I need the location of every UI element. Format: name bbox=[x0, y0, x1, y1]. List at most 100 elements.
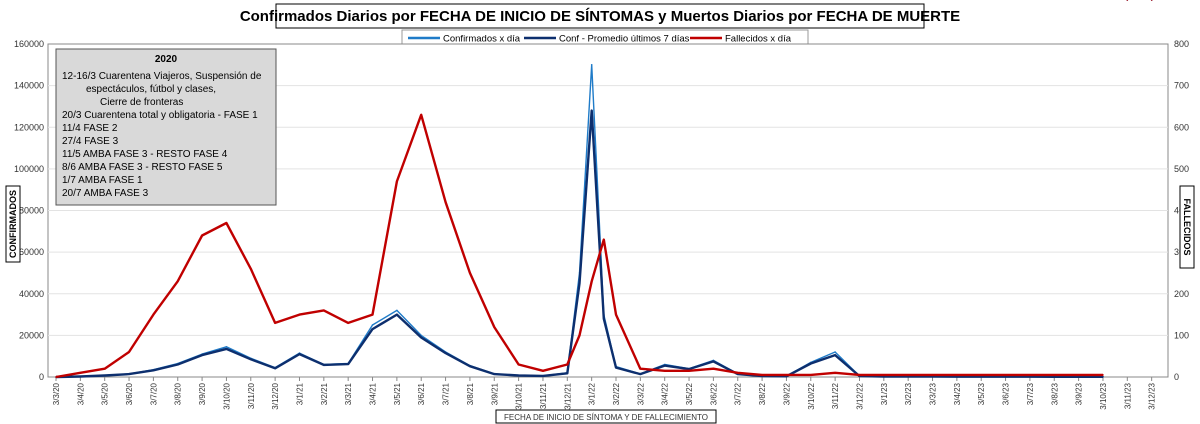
x-tick-label: 3/4/20 bbox=[76, 382, 85, 405]
data-point bbox=[712, 367, 715, 370]
data-point bbox=[201, 234, 203, 237]
x-tick-label: 3/7/23 bbox=[1026, 382, 1035, 405]
data-point bbox=[225, 222, 228, 224]
annotation-box: 2020 12-16/3 Cuarentena Viajeros, Suspen… bbox=[55, 48, 277, 206]
data-point bbox=[931, 374, 934, 376]
data-point bbox=[542, 370, 544, 372]
x-tick-label: 3/3/20 bbox=[52, 382, 61, 405]
data-point bbox=[298, 313, 301, 316]
x-tick-label: 3/4/23 bbox=[953, 382, 962, 405]
y-tick-label-left: 20000 bbox=[19, 330, 44, 340]
y-tick-label-right: 200 bbox=[1174, 289, 1189, 299]
x-tick-label: 3/4/21 bbox=[369, 382, 378, 405]
legend-label-fallecidos: Fallecidos x día bbox=[725, 34, 792, 45]
data-point bbox=[274, 322, 276, 324]
data-point bbox=[347, 363, 350, 365]
data-point bbox=[225, 346, 228, 348]
y-tick-label-right: 500 bbox=[1174, 164, 1189, 174]
y-tick-label-left: 0 bbox=[39, 372, 44, 382]
x-tick-label: 3/10/23 bbox=[1099, 382, 1108, 409]
data-point bbox=[590, 280, 593, 283]
data-point bbox=[1029, 375, 1031, 378]
annotation-line: Cierre de fronteras bbox=[100, 97, 183, 108]
data-point bbox=[578, 282, 581, 285]
x-tick-label: 3/6/23 bbox=[1002, 382, 1011, 405]
y-axis-left: 0 20000 40000 60000 80000 100000 120000 140000 1… bbox=[14, 39, 44, 382]
series-group bbox=[55, 0, 1153, 379]
x-tick-label: 3/5/23 bbox=[977, 382, 986, 405]
series-line-2 bbox=[55, 113, 1103, 379]
x-tick-label: 3/12/20 bbox=[271, 382, 280, 409]
data-point bbox=[566, 372, 569, 375]
data-point bbox=[469, 365, 471, 368]
y-tick-label-right: 800 bbox=[1174, 39, 1189, 49]
data-point bbox=[323, 364, 325, 366]
x-tick-label: 3/9/22 bbox=[782, 382, 791, 405]
data-point bbox=[176, 280, 179, 283]
data-point bbox=[396, 313, 398, 316]
x-tick-label: 3/6/20 bbox=[125, 382, 134, 405]
annotation-title: 2020 bbox=[155, 54, 178, 65]
x-tick-label: 3/5/22 bbox=[685, 382, 694, 405]
data-point bbox=[1004, 375, 1007, 378]
data-point bbox=[152, 313, 155, 316]
data-point bbox=[517, 374, 520, 377]
data-point bbox=[1102, 376, 1104, 378]
ylabel-right-box bbox=[1179, 185, 1195, 269]
annotation-line: 1/7 AMBA FASE 1 bbox=[62, 175, 143, 186]
x-tick-label: 3/10/22 bbox=[807, 382, 816, 409]
data-point bbox=[615, 313, 617, 316]
data-point bbox=[542, 375, 544, 377]
data-point bbox=[810, 362, 812, 365]
x-tick-label: 3/4/22 bbox=[661, 382, 670, 405]
ylabel-left-box bbox=[5, 185, 21, 263]
data-point bbox=[396, 309, 398, 312]
y-tick-label-right: 0 bbox=[1174, 372, 1179, 382]
data-point bbox=[712, 360, 715, 363]
data-point bbox=[834, 351, 836, 353]
data-point bbox=[323, 309, 325, 312]
x-tick-label: 3/2/21 bbox=[320, 382, 329, 405]
data-point bbox=[603, 317, 605, 320]
data-point bbox=[1077, 374, 1080, 376]
data-point bbox=[883, 374, 885, 376]
data-point bbox=[517, 363, 520, 366]
data-point bbox=[274, 367, 276, 370]
y-tick-label-left: 120000 bbox=[14, 122, 44, 132]
y-tick-label-left: 160000 bbox=[14, 39, 44, 49]
data-point bbox=[639, 367, 642, 370]
data-point bbox=[493, 373, 496, 375]
legend: Confirmados x día Conf - Promedio último… bbox=[401, 29, 809, 47]
data-point bbox=[663, 364, 666, 367]
series-line-1 bbox=[55, 109, 1103, 379]
data-point bbox=[201, 354, 203, 356]
x-tick-label: 3/8/22 bbox=[758, 382, 767, 405]
data-point bbox=[347, 322, 350, 324]
x-tick-label: 3/11/22 bbox=[831, 382, 840, 409]
data-point bbox=[103, 367, 106, 370]
data-point bbox=[420, 114, 423, 116]
x-tick-label: 3/9/20 bbox=[198, 382, 207, 405]
data-point bbox=[761, 374, 763, 376]
x-tick-label: 3/7/22 bbox=[734, 382, 743, 405]
x-tick-label: 3/2/22 bbox=[612, 382, 621, 405]
y-tick-label-left: 80000 bbox=[19, 206, 44, 216]
x-tick-label: 3/1/22 bbox=[588, 382, 597, 405]
data-point bbox=[225, 348, 228, 350]
data-point bbox=[736, 372, 739, 374]
y-tick-label-right: 600 bbox=[1174, 122, 1189, 132]
annotation-line: 11/4 FASE 2 bbox=[62, 123, 118, 134]
data-point bbox=[956, 375, 958, 378]
data-point bbox=[956, 374, 958, 376]
data-point bbox=[1053, 374, 1056, 376]
ylabel-left: CONFIRMADOS bbox=[8, 190, 18, 258]
data-point bbox=[396, 180, 398, 183]
x-tick-label: 3/7/21 bbox=[442, 382, 451, 405]
x-tick-label: 3/3/21 bbox=[344, 382, 353, 405]
y-tick-label-left: 140000 bbox=[14, 81, 44, 91]
data-point bbox=[1102, 374, 1104, 376]
x-tick-label: 3/7/20 bbox=[149, 382, 158, 405]
x-tick-label: 3/11/20 bbox=[247, 382, 256, 409]
annotation-line: 20/7 AMBA FASE 3 bbox=[62, 188, 149, 199]
data-point bbox=[103, 374, 106, 377]
